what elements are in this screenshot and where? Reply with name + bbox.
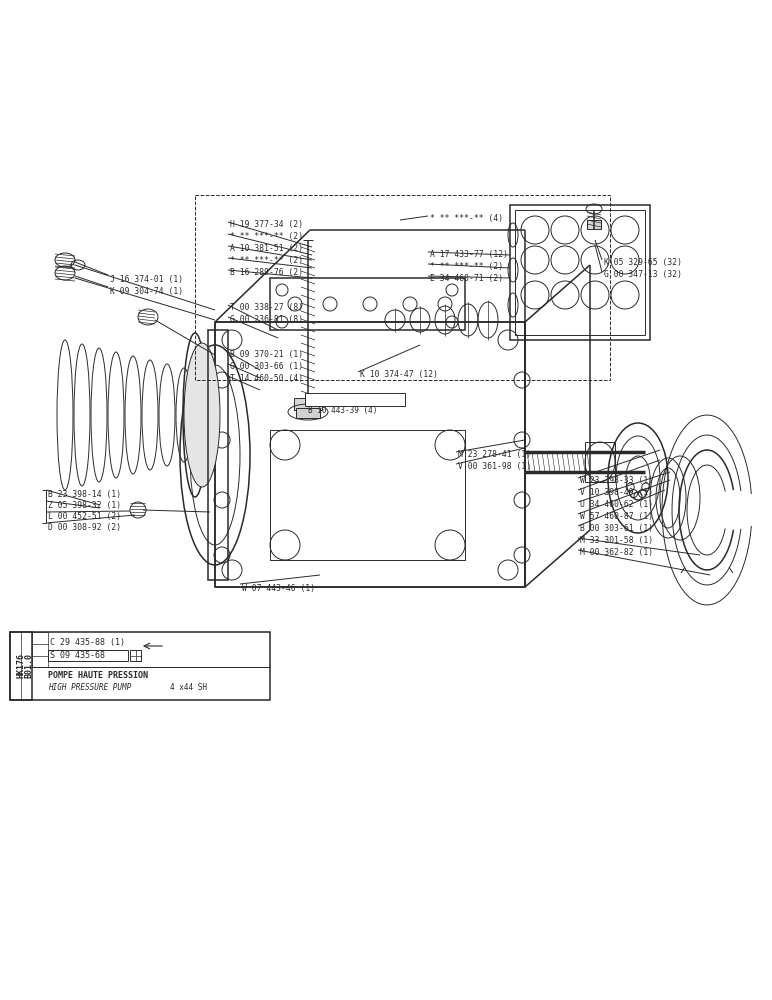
Text: G 00 347-13 (32): G 00 347-13 (32)	[604, 270, 682, 279]
Bar	[587, 220, 601, 229]
Text: * ** ***-** (2): * ** ***-** (2)	[230, 232, 303, 241]
Bar	[585, 442, 615, 482]
Text: B 00 303-61 (1): B 00 303-61 (1)	[580, 524, 653, 533]
Text: B 10 443-39 (4): B 10 443-39 (4)	[308, 406, 378, 415]
Text: A 17 433-77 (12): A 17 433-77 (12)	[430, 250, 508, 259]
Text: * ** ***-** (2): * ** ***-** (2)	[230, 256, 303, 265]
Text: T 00 338-27 (8): T 00 338-27 (8)	[230, 303, 303, 312]
Text: * ** ***-** (4): * ** ***-** (4)	[430, 214, 503, 223]
Text: B 23 398-14 (1): B 23 398-14 (1)	[48, 490, 121, 499]
Bar	[510, 205, 650, 340]
Bar	[130, 650, 141, 661]
Bar	[270, 278, 465, 330]
Text: Z 05 398-32 (1): Z 05 398-32 (1)	[48, 501, 121, 510]
Text: G 00 236-81 (8): G 00 236-81 (8)	[230, 315, 303, 324]
Text: W 57 460-87 (1): W 57 460-87 (1)	[580, 512, 653, 521]
Bar	[208, 330, 228, 580]
Text: U 34 460-62 (1): U 34 460-62 (1)	[580, 500, 653, 509]
Text: D 00 308-92 (2): D 00 308-92 (2)	[48, 523, 121, 532]
Text: T 14 460-50 (4): T 14 460-50 (4)	[230, 374, 303, 383]
Text: V 10 398-49 (1): V 10 398-49 (1)	[580, 488, 653, 497]
Text: V 00 361-98 (1): V 00 361-98 (1)	[458, 462, 531, 471]
Bar	[294, 398, 322, 410]
Text: K 05 329-65 (32): K 05 329-65 (32)	[604, 258, 682, 267]
Bar	[10, 632, 32, 700]
Bar	[10, 632, 270, 700]
Text: M 33 301-58 (1): M 33 301-58 (1)	[580, 536, 653, 545]
Bar	[270, 430, 465, 560]
Text: B 16 289-76 (2): B 16 289-76 (2)	[230, 268, 303, 277]
Text: S 09 435-68: S 09 435-68	[50, 651, 105, 660]
Bar	[305, 393, 405, 406]
Bar	[215, 322, 525, 587]
Text: C 29 435-88 (1): C 29 435-88 (1)	[50, 638, 125, 647]
Text: 4 x44 SH: 4 x44 SH	[170, 683, 207, 692]
Text: B 09 370-21 (1): B 09 370-21 (1)	[230, 350, 303, 359]
Text: K 09 304-74 (1): K 09 304-74 (1)	[110, 287, 183, 296]
Bar	[48, 650, 128, 661]
Text: HIGH PRESSURE PUMP: HIGH PRESSURE PUMP	[48, 683, 131, 692]
Text: POMPE HAUTE PRESSION: POMPE HAUTE PRESSION	[48, 671, 148, 680]
Text: HK176: HK176	[16, 654, 25, 678]
Text: M 00 362-82 (1): M 00 362-82 (1)	[580, 548, 653, 557]
Text: J 16 374-01 (1): J 16 374-01 (1)	[110, 275, 183, 284]
Text: W 23 398-33 (1): W 23 398-33 (1)	[580, 476, 653, 485]
Bar	[195, 195, 610, 380]
Ellipse shape	[184, 343, 220, 487]
Text: A 10 381-51 (2): A 10 381-51 (2)	[230, 244, 303, 253]
Text: E 34 460-71 (2): E 34 460-71 (2)	[430, 274, 503, 283]
Text: * ** ***-** (2): * ** ***-** (2)	[430, 262, 503, 271]
Text: G 00 303-66 (1): G 00 303-66 (1)	[230, 362, 303, 371]
Text: H 19 377-34 (2): H 19 377-34 (2)	[230, 220, 303, 229]
Bar	[515, 210, 645, 335]
Text: L 00 452-51 (2): L 00 452-51 (2)	[48, 512, 121, 521]
Text: M 23 278-41 (1): M 23 278-41 (1)	[458, 450, 531, 459]
Bar	[32, 632, 48, 667]
Bar	[296, 408, 320, 418]
Text: W 07 443-46 (1): W 07 443-46 (1)	[242, 584, 315, 593]
Text: K 10 374-47 (12): K 10 374-47 (12)	[360, 370, 438, 379]
Text: B01.0: B01.0	[25, 654, 33, 678]
